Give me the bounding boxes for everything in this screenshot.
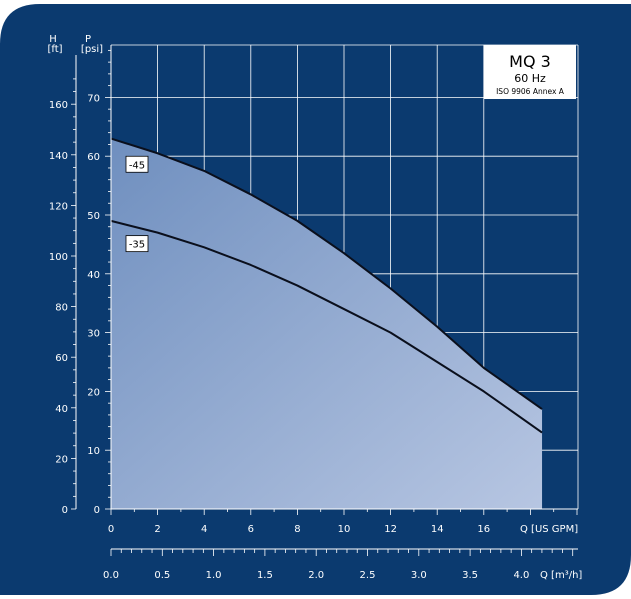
x-gpm-tick-label: 8 (294, 524, 300, 535)
x-gpm-tick-label: 10 (338, 524, 351, 535)
x-gpm-tick-label: 14 (431, 524, 444, 535)
x-m3h-tick-label: 1.5 (257, 570, 273, 581)
x-m3h-tick-label: 0.0 (103, 570, 119, 581)
x-m3h-tick-label: 3.0 (411, 570, 427, 581)
h-tick-label: 0 (62, 505, 68, 516)
x-gpm-tick-label: 12 (384, 524, 397, 535)
h-axis-unit: [ft] (47, 44, 62, 55)
p-tick-label: 40 (87, 270, 100, 281)
h-tick-label: 80 (55, 303, 68, 314)
x-gpm-tick-label: 6 (248, 524, 254, 535)
x-m3h-tick-label: 1.0 (206, 570, 222, 581)
h-tick-label: 140 (49, 151, 68, 162)
h-tick-label: 40 (55, 404, 68, 415)
p-tick-label: 20 (87, 387, 100, 398)
x-m3h-tick-label: 2.0 (308, 570, 324, 581)
x-gpm-tick-label: 0 (108, 524, 114, 535)
p-tick-label: 0 (94, 505, 100, 516)
p-tick-label: 50 (87, 211, 100, 222)
title-box-frequency: 60 Hz (514, 72, 546, 85)
curve-label--45: -45 (126, 156, 148, 172)
x-gpm-tick-label: 16 (477, 524, 490, 535)
curve-label-text: -45 (129, 160, 145, 171)
title-box-title: MQ 3 (509, 52, 551, 71)
x-gpm-tick-label: 4 (201, 524, 207, 535)
h-tick-label: 160 (49, 100, 68, 111)
p-tick-label: 30 (87, 329, 100, 340)
p-tick-label: 70 (87, 93, 100, 104)
title-box: MQ 3 60 Hz ISO 9906 Annex A (484, 45, 576, 99)
p-axis-unit: [psi] (81, 44, 103, 55)
title-box-standard: ISO 9906 Annex A (496, 87, 565, 96)
curve-label--35: -35 (126, 236, 148, 252)
x-gpm-tick-label: 2 (154, 524, 160, 535)
h-tick-label: 120 (49, 201, 68, 212)
x-m3h-tick-label: 3.5 (462, 570, 478, 581)
x-m3h-tick-label: 0.5 (154, 570, 170, 581)
x-axis-m3h-label: Q [m³/h] (540, 570, 582, 581)
h-tick-label: 20 (55, 454, 68, 465)
curve-label-text: -35 (129, 240, 145, 251)
x-m3h-tick-label: 2.5 (360, 570, 376, 581)
x-axis-gpm-label: Q [US GPM] (520, 524, 578, 535)
h-tick-label: 100 (49, 252, 68, 263)
p-tick-label: 10 (87, 446, 100, 457)
p-tick-label: 60 (87, 152, 100, 163)
h-tick-label: 60 (55, 353, 68, 364)
x-m3h-tick-label: 4.0 (513, 570, 529, 581)
